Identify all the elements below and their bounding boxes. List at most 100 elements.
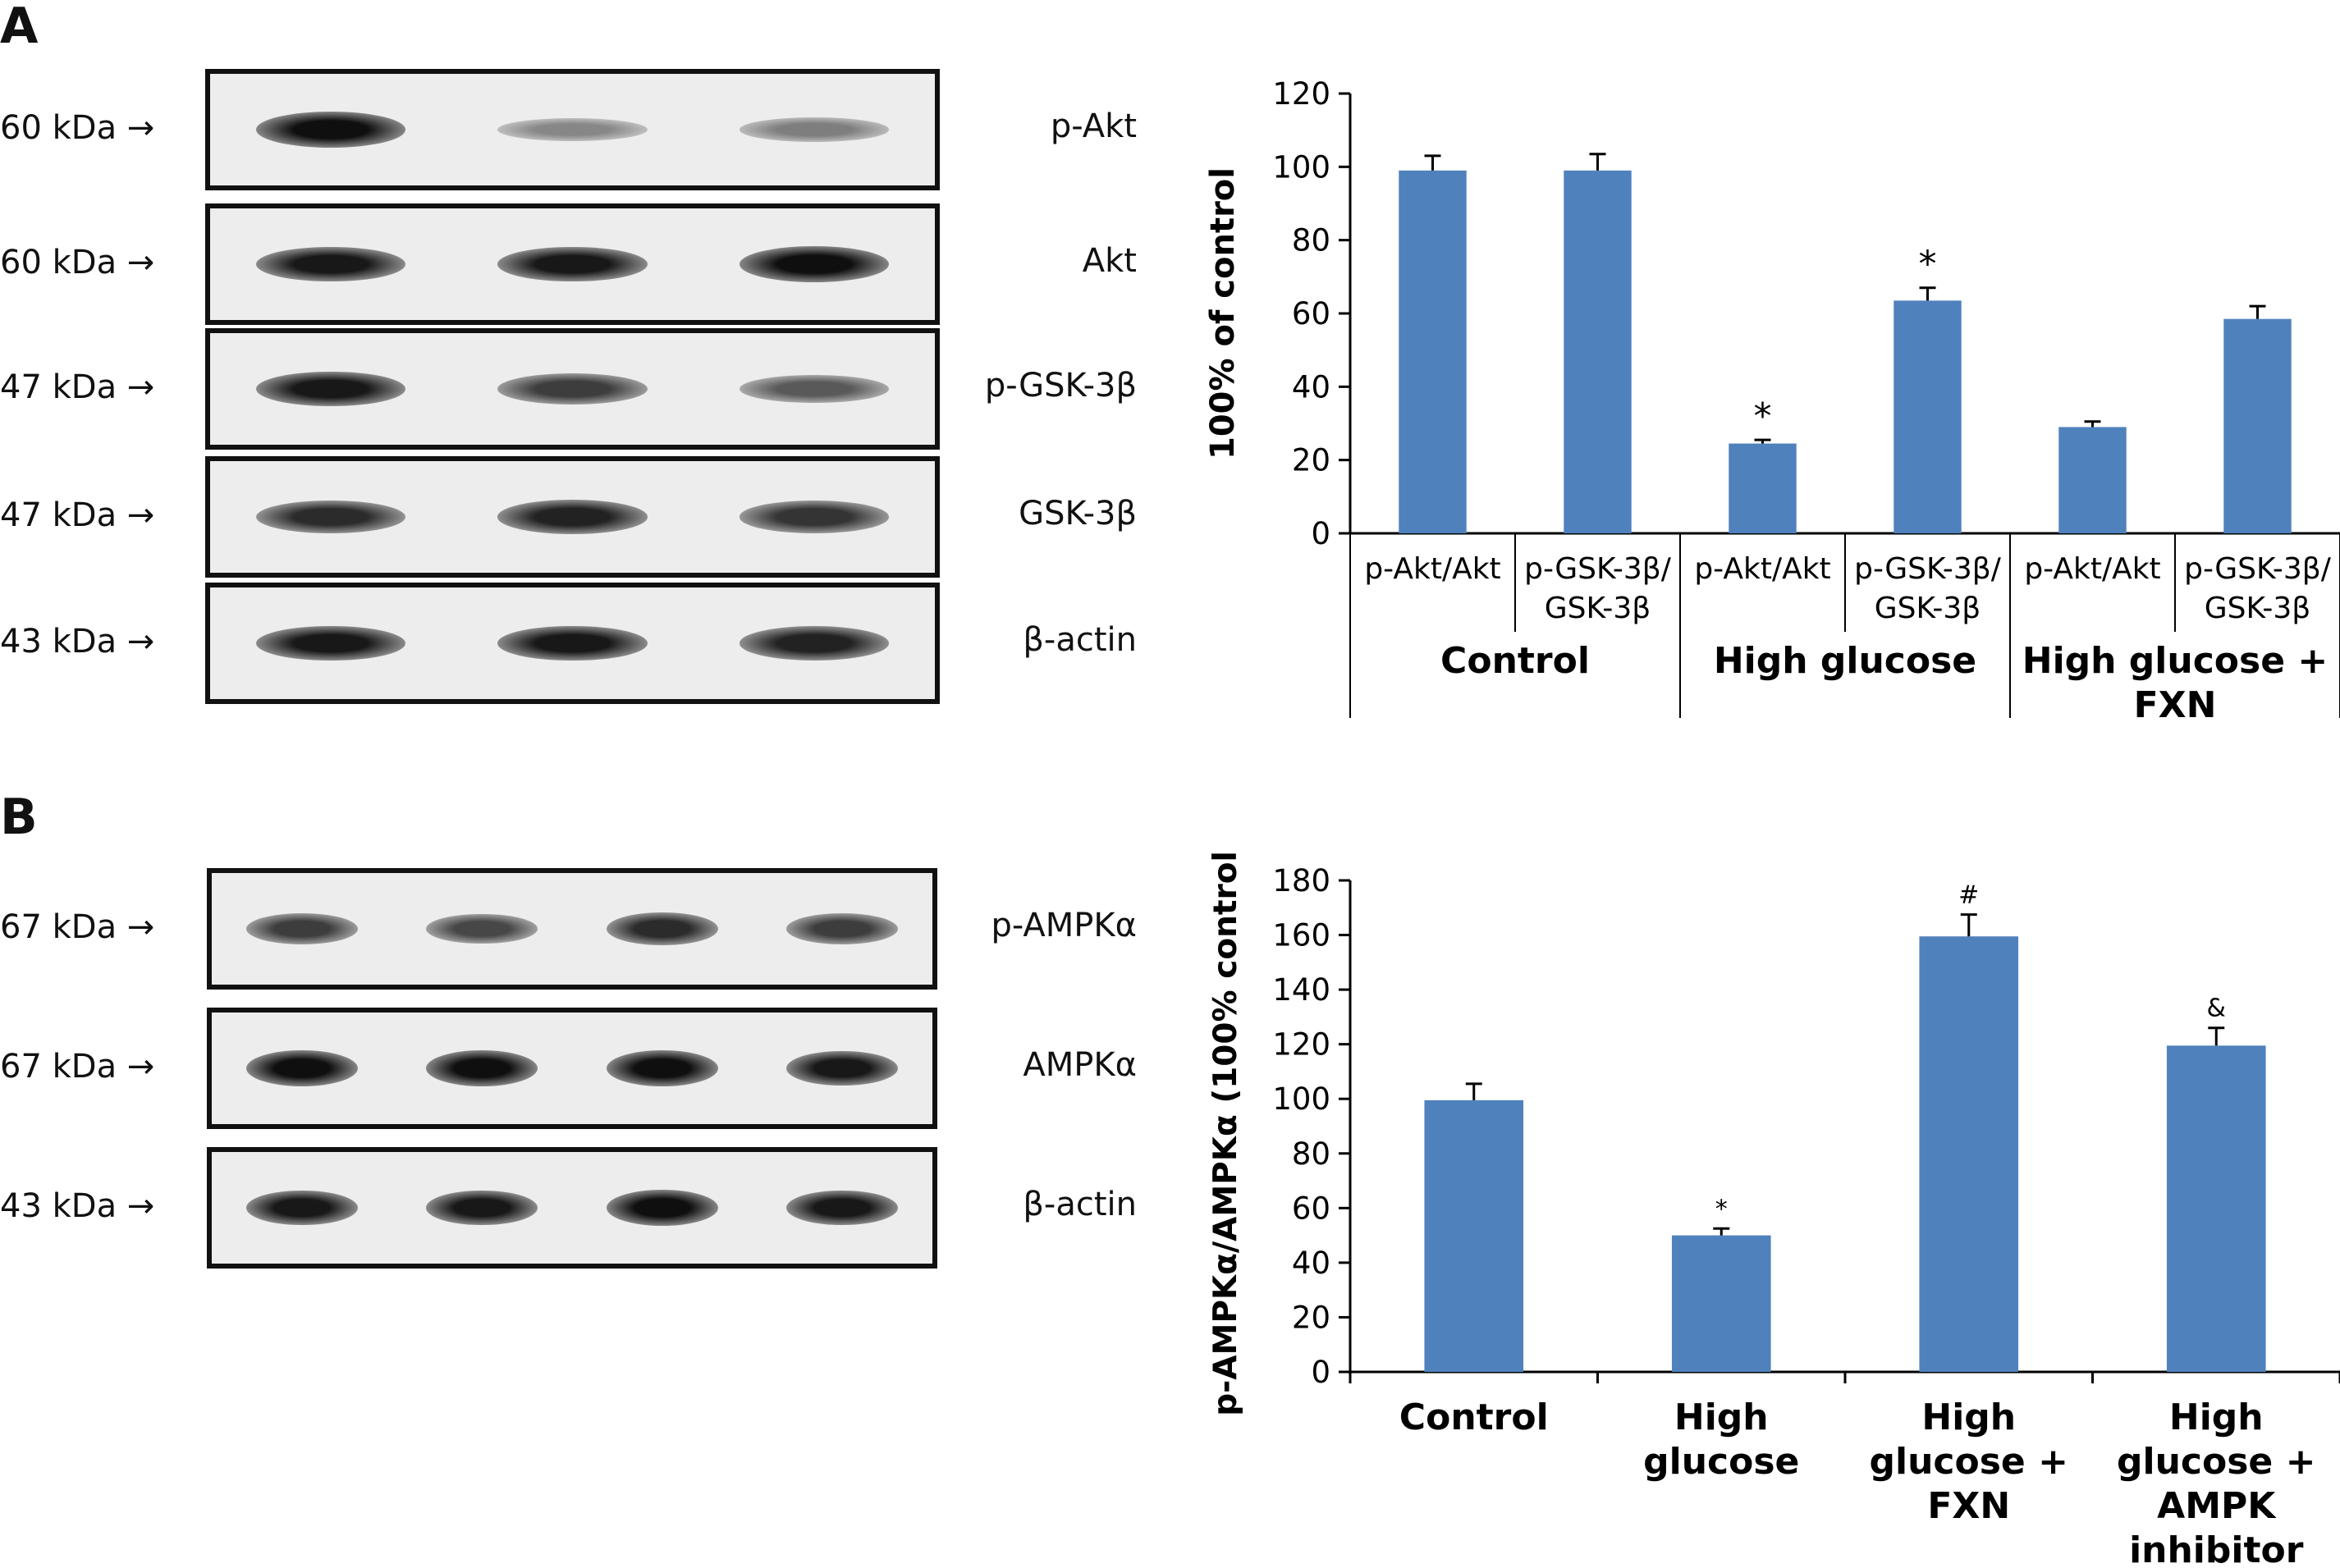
y-tick-label: 20 [1292,443,1330,478]
significance-marker: & [2207,994,2226,1023]
blot-band [606,1190,718,1226]
blot-band [255,500,406,534]
x-group-label: FXN [2134,684,2217,726]
bar [1919,936,2019,1372]
blot-strip [205,69,940,190]
blot-strip [205,328,940,450]
blot-band [255,625,406,661]
bar [2058,427,2127,533]
blot-band [426,1050,538,1086]
bar [2223,318,2292,533]
y-tick-label: 0 [1311,1355,1330,1390]
x-category-label: glucose + [1870,1441,2068,1483]
x-category-label: p-Akt/Akt [2024,552,2160,586]
bar-chart-b: 0 20 40 60 80 100 120 140 160 180 p-AMPKα/AMPKα (1… [1207,853,2340,1568]
blot-band [245,1050,358,1086]
x-category-label: inhibitor [2129,1529,2304,1568]
bar [1729,443,1797,533]
blot-band [606,1050,718,1086]
x-category-label: Control [1399,1397,1549,1438]
x-category-label: High [1921,1397,2016,1438]
x-category-label: p-GSK-3β/ [1854,552,2002,586]
molecular-weight-label: 47 kDa → [0,368,155,406]
x-category-label: AMPK [2157,1485,2277,1527]
bar [1894,300,1962,533]
molecular-weight-label: 67 kDa → [0,908,155,946]
protein-label: β-actin [1023,621,1137,659]
x-category-label: High [1674,1397,1769,1438]
protein-label: p-Akt [1050,107,1137,145]
y-tick-label: 180 [1272,863,1330,898]
panel-a-label: A [0,0,39,55]
blot-strip [205,456,940,578]
x-category-label: GSK-3β [1875,592,1981,625]
x-group-label: Control [1440,640,1590,682]
x-category-label: glucose [1643,1441,1799,1483]
y-tick-label: 100 [1272,149,1330,185]
blot-band [497,246,648,282]
blot-band [786,913,899,944]
significance-marker: # [1958,881,1979,910]
blot-strip [207,868,937,990]
blot-band [739,117,890,142]
blot-band [255,246,406,282]
significance-marker: * [1754,395,1772,437]
y-axis-title: 100% of control [1204,167,1242,459]
significance-marker: * [1919,244,1937,286]
protein-label: GSK-3β [1019,495,1137,533]
blot-band [255,112,406,148]
panel-b-label: B [0,789,38,846]
y-tick-label: 140 [1272,972,1330,1008]
molecular-weight-label: 47 kDa → [0,496,155,534]
bar [1564,170,1632,534]
blot-band [497,373,648,405]
molecular-weight-label: 67 kDa → [0,1048,155,1086]
y-tick-label: 80 [1292,223,1330,258]
significance-marker: * [1715,1195,1728,1223]
y-tick-label: 80 [1292,1136,1330,1172]
blot-strip [205,203,940,325]
blot-band [426,1190,538,1226]
protein-label: AMPKα [1023,1046,1137,1084]
blot-band [497,117,648,142]
y-tick-label: 40 [1292,369,1330,405]
x-category-label: p-Akt/Akt [1364,552,1500,586]
blot-band [739,626,890,661]
molecular-weight-label: 60 kDa → [0,244,155,281]
protein-label: β-actin [1023,1186,1137,1223]
blot-band [426,913,538,944]
y-tick-label: 160 [1272,918,1330,953]
blot-band [786,1050,899,1086]
y-tick-label: 120 [1272,76,1330,112]
y-tick-label: 100 [1272,1081,1330,1117]
bar [1671,1235,1771,1372]
blot-band [245,913,358,944]
y-axis-title: p-AMPKα/AMPKα (100% control) [1207,853,1244,1416]
x-category-label: p-GSK-3β/ [2184,552,2332,586]
y-tick-label: 20 [1292,1300,1330,1335]
molecular-weight-label: 60 kDa → [0,109,155,147]
blot-band [786,1190,899,1226]
x-group-label: High glucose + [2022,640,2328,682]
blot-band [255,371,406,407]
x-category-label: GSK-3β [1545,592,1651,625]
y-tick-label: 0 [1311,516,1330,551]
molecular-weight-label: 43 kDa → [0,623,155,661]
x-category-label: FXN [1927,1485,2010,1527]
blot-band [497,500,648,534]
blot-band [739,374,890,404]
bar [2166,1045,2266,1372]
x-category-label: glucose + [2117,1441,2315,1483]
bar [1399,170,1467,534]
molecular-weight-label: 43 kDa → [0,1187,155,1225]
y-tick-label: 40 [1292,1246,1330,1281]
y-tick-label: 120 [1272,1027,1330,1063]
blot-band [606,912,718,946]
x-group-label: High glucose [1714,640,1976,682]
x-category-label: High [2169,1397,2264,1438]
x-category-label: p-Akt/Akt [1694,552,1830,586]
bar-chart-a: 0 20 40 60 80 100 120 100% of control * * p-Akt/Ak… [1204,76,2340,726]
blot-band [739,501,890,533]
y-tick-label: 60 [1292,1191,1330,1226]
blot-strip [207,1147,937,1269]
